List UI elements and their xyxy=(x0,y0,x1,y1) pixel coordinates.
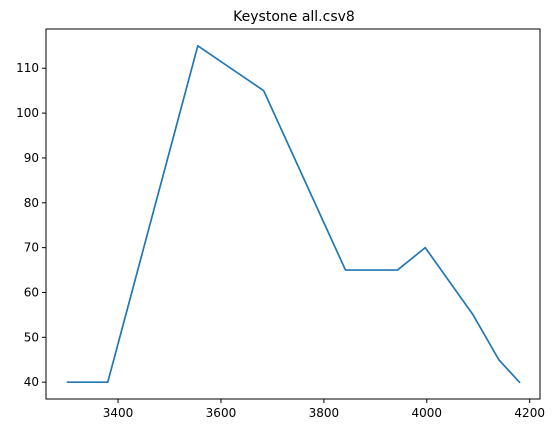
y-tick-label: 40 xyxy=(24,375,39,389)
x-tick-label: 4000 xyxy=(412,406,443,420)
y-tick-label: 70 xyxy=(24,241,39,255)
y-axis: 40 50 60 70 80 90 100 110 xyxy=(16,61,46,389)
x-tick-label: 4200 xyxy=(514,406,545,420)
x-tick-label: 3600 xyxy=(206,406,237,420)
y-tick-label: 110 xyxy=(16,61,39,75)
x-tick-label: 3800 xyxy=(309,406,340,420)
y-tick-label: 80 xyxy=(24,196,39,210)
y-tick-label: 50 xyxy=(24,330,39,344)
axes-frame xyxy=(45,28,541,400)
y-tick-label: 90 xyxy=(24,151,39,165)
series-layer xyxy=(66,44,521,384)
x-tick-label: 3400 xyxy=(103,406,134,420)
series-line xyxy=(66,44,521,384)
chart-title: Keystone all.csv8 xyxy=(233,9,355,25)
y-tick-label: 100 xyxy=(16,106,39,120)
y-tick-label: 60 xyxy=(24,285,39,299)
x-axis: 3400 3600 3800 4000 4200 xyxy=(103,399,545,420)
